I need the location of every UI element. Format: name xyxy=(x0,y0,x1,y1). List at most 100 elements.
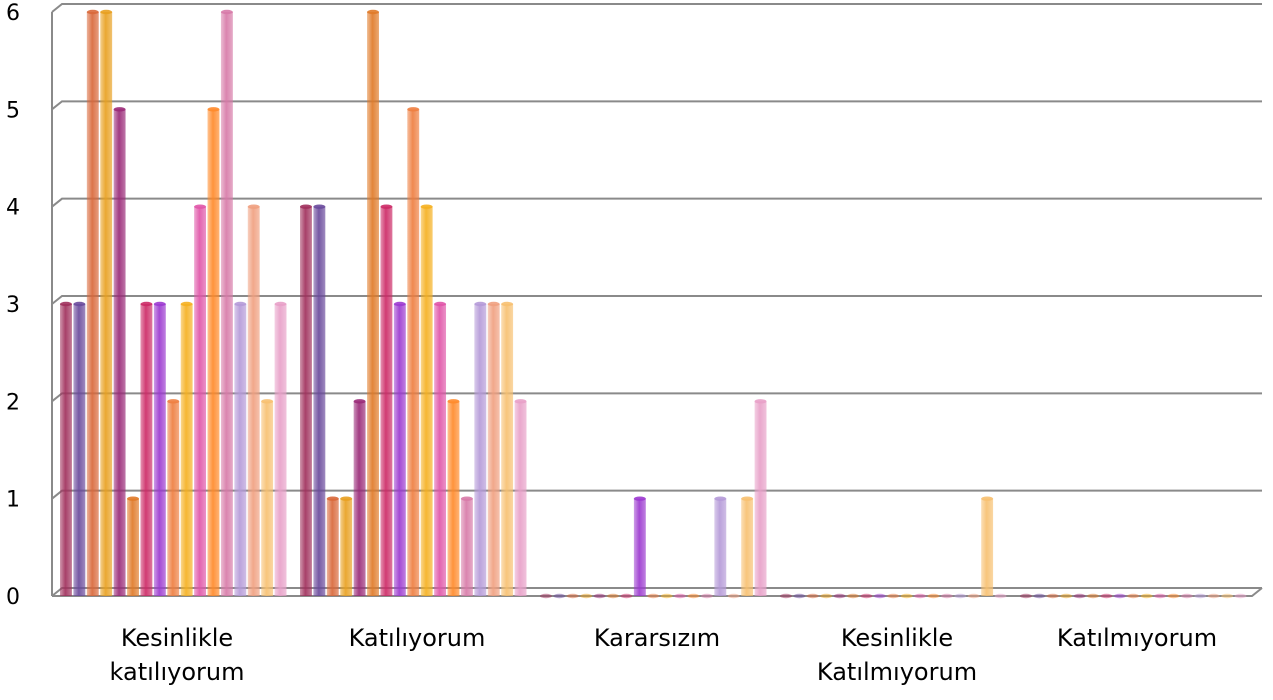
bars-layer xyxy=(59,9,1247,599)
bar xyxy=(714,496,727,596)
bar xyxy=(59,301,72,596)
labels-layer: 0 1 2 3 4 5 6 Kesinlikle katılıyorum Katılıyorum K… xyxy=(6,1,1217,686)
grid-layer xyxy=(51,3,1263,597)
bar xyxy=(553,593,566,599)
bar xyxy=(954,593,967,599)
bar xyxy=(434,301,447,596)
bar xyxy=(1154,593,1167,599)
bar xyxy=(833,593,846,599)
bar xyxy=(1046,593,1059,599)
bar xyxy=(487,301,500,596)
gridline xyxy=(51,197,1262,208)
bar xyxy=(326,496,339,596)
gridline xyxy=(51,489,1262,500)
bar xyxy=(927,593,940,599)
bar xyxy=(1140,593,1153,599)
bar xyxy=(1221,593,1234,599)
y-tick-label: 6 xyxy=(6,1,20,26)
bar xyxy=(607,593,619,599)
bar xyxy=(1167,593,1180,599)
y-tick-label: 5 xyxy=(6,98,20,123)
bar xyxy=(407,107,420,596)
bar xyxy=(806,593,819,599)
bar xyxy=(234,301,247,596)
gridline xyxy=(51,3,1262,13)
bar xyxy=(274,301,287,596)
bar xyxy=(194,204,207,596)
bar xyxy=(127,496,139,596)
bar xyxy=(167,399,180,596)
bar xyxy=(940,593,953,599)
bar xyxy=(1180,593,1193,599)
bar xyxy=(367,9,379,596)
bar xyxy=(113,107,126,596)
bar xyxy=(1127,593,1140,599)
y-tick-label: 0 xyxy=(6,585,20,610)
bar xyxy=(873,593,886,599)
x-category-label: Kesinlikle Katılmıyorum xyxy=(817,624,977,686)
bar xyxy=(153,301,166,596)
bar xyxy=(727,593,740,599)
bar xyxy=(847,593,859,599)
y-tick-label: 4 xyxy=(6,196,20,221)
bar xyxy=(593,593,606,599)
bar xyxy=(140,301,153,596)
bar xyxy=(261,399,274,596)
x-category-label: Katılmıyorum xyxy=(1057,624,1217,652)
bar xyxy=(647,593,660,599)
gridline xyxy=(51,295,1262,305)
bar xyxy=(967,593,980,599)
bar xyxy=(914,593,927,599)
bar xyxy=(353,399,366,596)
bar xyxy=(340,496,353,596)
bar xyxy=(540,593,552,599)
gridline xyxy=(51,100,1262,111)
bar xyxy=(1100,593,1113,599)
bar xyxy=(460,496,473,596)
bar xyxy=(700,593,713,599)
bar xyxy=(1207,593,1220,599)
bar xyxy=(420,204,433,596)
bar xyxy=(1020,593,1032,599)
bar xyxy=(501,301,514,596)
bar xyxy=(393,301,406,596)
x-category-label: Kesinlikle katılıyorum xyxy=(110,624,245,686)
bar xyxy=(687,593,700,599)
bar xyxy=(620,593,633,599)
bar xyxy=(86,9,99,596)
bar xyxy=(860,593,873,599)
x-category-label: Kararsızım xyxy=(594,624,720,652)
bar xyxy=(1194,593,1207,599)
bar xyxy=(1087,593,1099,599)
bar xyxy=(660,593,673,599)
bar xyxy=(514,399,527,596)
bar xyxy=(994,593,1007,599)
bar xyxy=(300,204,312,596)
bar xyxy=(1073,593,1086,599)
bar xyxy=(100,9,113,596)
bar xyxy=(741,496,754,596)
bar xyxy=(474,301,487,596)
bar xyxy=(633,496,646,596)
bar xyxy=(887,593,900,599)
y-tick-label: 1 xyxy=(6,488,20,513)
bar xyxy=(1033,593,1046,599)
bar xyxy=(313,204,326,596)
x-category-label: Katılıyorum xyxy=(349,624,486,652)
bar xyxy=(1060,593,1073,599)
bar xyxy=(247,204,260,596)
gridline xyxy=(51,392,1262,403)
bar xyxy=(1234,593,1247,599)
bar xyxy=(1113,593,1126,599)
bar xyxy=(793,593,806,599)
bar xyxy=(566,593,579,599)
y-tick-label: 2 xyxy=(6,390,20,415)
bar xyxy=(674,593,687,599)
bar xyxy=(73,301,86,596)
bar xyxy=(447,399,460,596)
bar xyxy=(900,593,913,599)
bar xyxy=(981,496,994,596)
bar xyxy=(380,204,393,596)
